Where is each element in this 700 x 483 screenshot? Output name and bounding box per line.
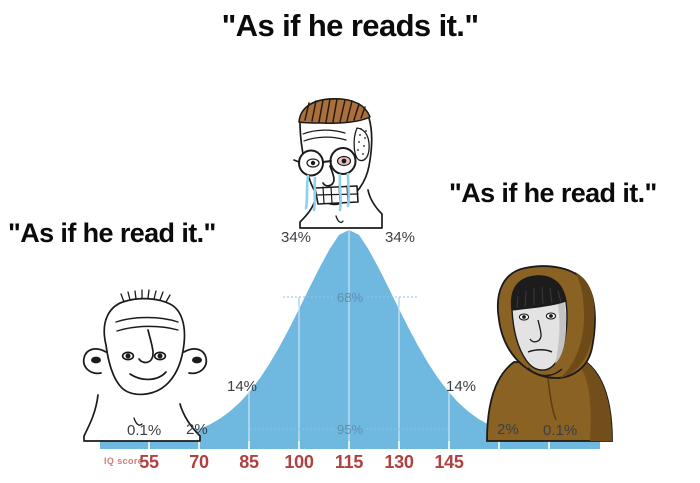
span-label-95: 95% [337, 422, 364, 437]
percent-label-left-3: 34% [281, 229, 312, 246]
span-line-68 [283, 296, 417, 307]
brainlet-wojak-figure [82, 289, 208, 442]
crying-soyjak-figure [293, 98, 383, 229]
percent-label-left-1: 2% [186, 421, 208, 438]
axis-tick-55: 55 [139, 452, 159, 472]
axis-bar-ticks [148, 441, 550, 449]
caption-left: "As if he read it." [8, 218, 216, 248]
axis-bar [100, 441, 600, 449]
percent-label-right-1: 14% [446, 378, 477, 395]
curve-gridlines [198, 230, 500, 441]
axis-tick-115: 115 [334, 452, 364, 472]
caption-right: "As if he read it." [449, 178, 657, 208]
axis-tick-130: 130 [384, 452, 414, 472]
span-label-68: 68% [337, 290, 364, 305]
axis-title-iq-score: IQ score [104, 456, 144, 466]
percent-label-right-0: 34% [385, 229, 416, 246]
percent-label-left-2: 14% [227, 378, 258, 395]
axis-tick-70: 70 [189, 452, 209, 472]
percent-label-right-2: 2% [497, 421, 519, 438]
hooded-wojak-figure [486, 265, 613, 442]
axis-tick-100: 100 [284, 452, 314, 472]
axis-tick-85: 85 [239, 452, 259, 472]
percent-label-left-0: 0.1% [127, 422, 162, 439]
axis-tick-145: 145 [434, 452, 464, 472]
caption-top: "As if he reads it." [221, 8, 479, 43]
percent-label-right-3: 0.1% [543, 422, 578, 439]
